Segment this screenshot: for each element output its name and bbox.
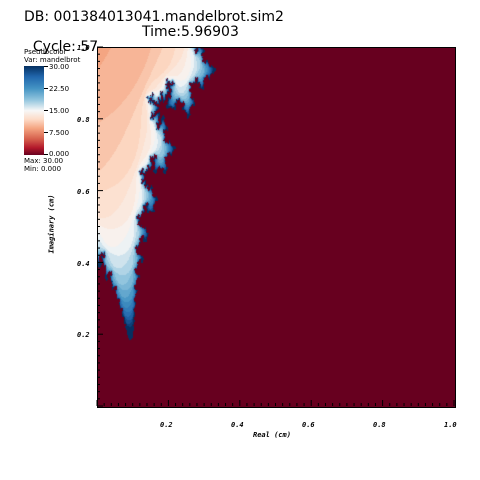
cycle-time-line: Cycle: 57 Time:5.96903 (24, 25, 239, 70)
x-tick-label: 0.6 (302, 421, 315, 429)
x-tick-label: 0.8 (373, 421, 386, 429)
plot-frame (97, 47, 456, 408)
legend-tick-label: 22.50 (49, 85, 70, 93)
legend-plot-type: Pseudocolor (24, 48, 67, 56)
legend-colorbar (24, 66, 44, 155)
legend-max: Max: 30.00 (24, 157, 64, 165)
legend-tick-label: 0.000 (49, 150, 70, 158)
legend-tick-label: 15.00 (49, 107, 70, 115)
y-tick-label: 0.2 (77, 331, 90, 339)
legend-tick-label: 30.00 (49, 63, 70, 71)
x-axis-label: Real (cm) (253, 431, 291, 439)
mandelbrot-heatmap[interactable] (97, 47, 455, 407)
y-tick-label: 0.8 (77, 116, 90, 124)
database-label: DB: 001384013041.mandelbrot.sim2 (24, 9, 284, 25)
y-tick-label: 0.4 (77, 260, 90, 268)
y-tick-label: 0.6 (77, 188, 90, 196)
x-tick-label: 0.4 (231, 421, 244, 429)
time-label: Time:5.96903 (142, 24, 239, 40)
legend-variable: Var: mandelbrot (24, 56, 81, 64)
y-axis-label: Imaginary (cm) (47, 194, 56, 254)
x-tick-label: 1.0 (444, 421, 457, 429)
cycle-label: Cycle: 57 (32, 39, 99, 55)
x-tick-label: 0.2 (160, 421, 173, 429)
legend-tick-label: 7.500 (49, 129, 70, 137)
y-tick-label: 1.0 (77, 44, 90, 52)
legend-min: Min: 0.000 (24, 165, 62, 173)
